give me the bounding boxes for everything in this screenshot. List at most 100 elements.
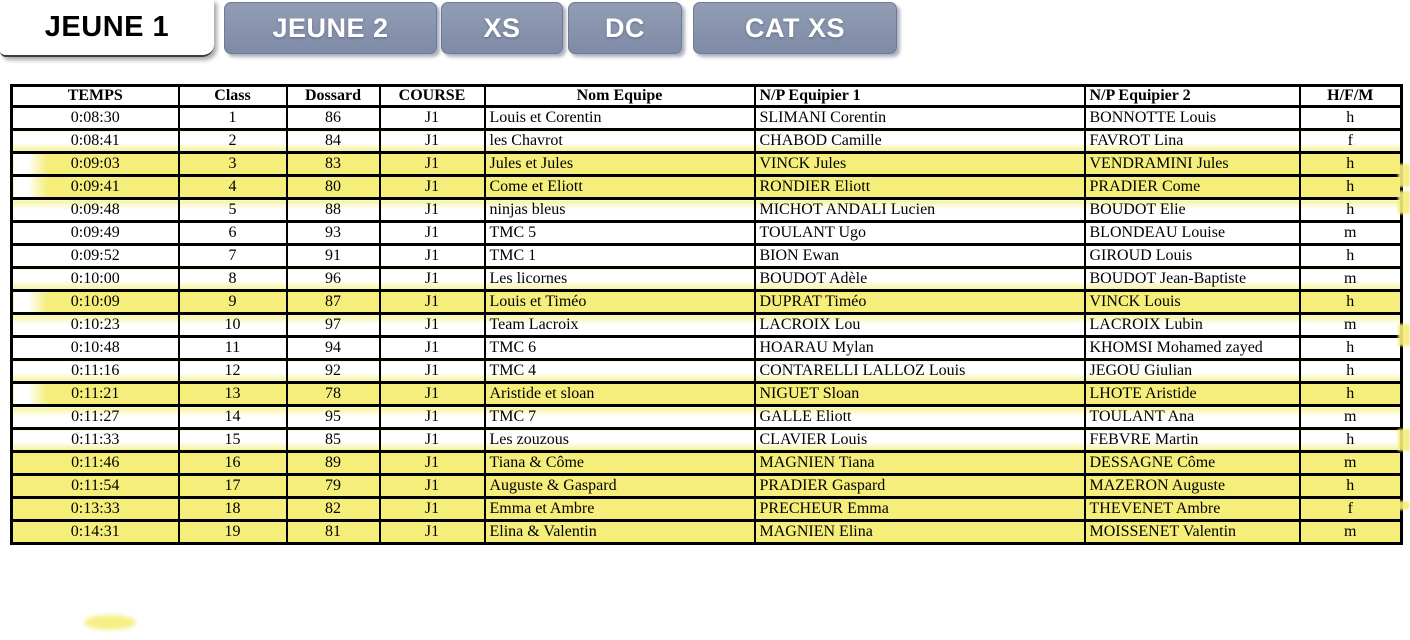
cell-hfm[interactable]: h [1298,335,1403,361]
cell-hfm[interactable]: m [1298,519,1403,545]
cell-temps[interactable]: 0:09:49 [10,220,180,246]
cell-course[interactable]: J1 [378,151,486,177]
cell-hfm[interactable]: h [1298,105,1403,131]
cell-hfm[interactable]: h [1298,358,1403,384]
cell-temps[interactable]: 0:11:21 [10,381,180,407]
cell-course[interactable]: J1 [378,381,486,407]
cell-equipier-2[interactable]: MAZERON Auguste [1083,473,1301,499]
cell-class[interactable]: 8 [177,266,288,292]
cell-nom-equipe[interactable]: TMC 6 [483,335,756,361]
cell-temps[interactable]: 0:14:31 [10,519,180,545]
cell-equipier-1[interactable]: TOULANT Ugo [753,220,1086,246]
cell-nom-equipe[interactable]: Tiana & Côme [483,450,756,476]
cell-temps[interactable]: 0:13:33 [10,496,180,522]
cell-equipier-2[interactable]: PRADIER Come [1083,174,1301,200]
cell-course[interactable]: J1 [378,519,486,545]
tab-dc[interactable]: DC [568,2,682,54]
cell-class[interactable]: 14 [177,404,288,430]
cell-nom-equipe[interactable]: Les licornes [483,266,756,292]
cell-dossard[interactable]: 83 [285,151,381,177]
cell-class[interactable]: 1 [177,105,288,131]
cell-hfm[interactable]: m [1298,312,1403,338]
header-class[interactable]: Class [177,84,288,108]
cell-course[interactable]: J1 [378,105,486,131]
cell-dossard[interactable]: 97 [285,312,381,338]
header-equipier-2[interactable]: N/P Equipier 2 [1083,84,1301,108]
cell-class[interactable]: 4 [177,174,288,200]
cell-nom-equipe[interactable]: TMC 5 [483,220,756,246]
cell-course[interactable]: J1 [378,266,486,292]
cell-hfm[interactable]: h [1298,427,1403,453]
header-dossard[interactable]: Dossard [285,84,381,108]
tab-cat-xs[interactable]: CAT XS [693,2,897,54]
cell-hfm[interactable]: h [1298,473,1403,499]
cell-course[interactable]: J1 [378,450,486,476]
cell-nom-equipe[interactable]: Aristide et sloan [483,381,756,407]
header-course[interactable]: COURSE [378,84,486,108]
cell-course[interactable]: J1 [378,496,486,522]
cell-temps[interactable]: 0:09:52 [10,243,180,269]
cell-dossard[interactable]: 89 [285,450,381,476]
cell-equipier-2[interactable]: FEBVRE Martin [1083,427,1301,453]
cell-temps[interactable]: 0:08:41 [10,128,180,154]
cell-class[interactable]: 12 [177,358,288,384]
cell-temps[interactable]: 0:11:46 [10,450,180,476]
cell-equipier-2[interactable]: DESSAGNE Côme [1083,450,1301,476]
cell-equipier-2[interactable]: LACROIX Lubin [1083,312,1301,338]
cell-equipier-1[interactable]: LACROIX Lou [753,312,1086,338]
cell-nom-equipe[interactable]: TMC 7 [483,404,756,430]
cell-equipier-2[interactable]: VENDRAMINI Jules [1083,151,1301,177]
cell-class[interactable]: 5 [177,197,288,223]
cell-hfm[interactable]: h [1298,289,1403,315]
cell-temps[interactable]: 0:10:23 [10,312,180,338]
cell-dossard[interactable]: 93 [285,220,381,246]
cell-equipier-2[interactable]: MOISSENET Valentin [1083,519,1301,545]
cell-hfm[interactable]: h [1298,243,1403,269]
cell-class[interactable]: 17 [177,473,288,499]
cell-equipier-2[interactable]: BOUDOT Jean-Baptiste [1083,266,1301,292]
tab-xs[interactable]: XS [441,2,563,54]
cell-course[interactable]: J1 [378,220,486,246]
cell-equipier-1[interactable]: CLAVIER Louis [753,427,1086,453]
cell-temps[interactable]: 0:10:09 [10,289,180,315]
cell-temps[interactable]: 0:09:48 [10,197,180,223]
cell-nom-equipe[interactable]: Elina & Valentin [483,519,756,545]
cell-dossard[interactable]: 96 [285,266,381,292]
cell-hfm[interactable]: f [1298,496,1403,522]
cell-hfm[interactable]: h [1298,197,1403,223]
cell-equipier-1[interactable]: NIGUET Sloan [753,381,1086,407]
cell-course[interactable]: J1 [378,404,486,430]
cell-nom-equipe[interactable]: les Chavrot [483,128,756,154]
cell-equipier-2[interactable]: FAVROT Lina [1083,128,1301,154]
cell-course[interactable]: J1 [378,335,486,361]
cell-class[interactable]: 9 [177,289,288,315]
cell-course[interactable]: J1 [378,243,486,269]
cell-equipier-1[interactable]: SLIMANI Corentin [753,105,1086,131]
cell-nom-equipe[interactable]: Come et Eliott [483,174,756,200]
cell-dossard[interactable]: 91 [285,243,381,269]
cell-class[interactable]: 13 [177,381,288,407]
cell-equipier-1[interactable]: CONTARELLI LALLOZ Louis [753,358,1086,384]
cell-dossard[interactable]: 88 [285,197,381,223]
cell-class[interactable]: 15 [177,427,288,453]
cell-temps[interactable]: 0:11:16 [10,358,180,384]
cell-course[interactable]: J1 [378,358,486,384]
cell-class[interactable]: 7 [177,243,288,269]
cell-nom-equipe[interactable]: Team Lacroix [483,312,756,338]
cell-nom-equipe[interactable]: Emma et Ambre [483,496,756,522]
cell-equipier-2[interactable]: TOULANT Ana [1083,404,1301,430]
cell-nom-equipe[interactable]: Louis et Corentin [483,105,756,131]
cell-equipier-1[interactable]: MICHOT ANDALI Lucien [753,197,1086,223]
header-hfm[interactable]: H/F/M [1298,84,1403,108]
cell-equipier-2[interactable]: LHOTE Aristide [1083,381,1301,407]
cell-equipier-1[interactable]: CHABOD Camille [753,128,1086,154]
cell-class[interactable]: 10 [177,312,288,338]
cell-equipier-1[interactable]: BOUDOT Adèle [753,266,1086,292]
cell-class[interactable]: 6 [177,220,288,246]
cell-nom-equipe[interactable]: Auguste & Gaspard [483,473,756,499]
cell-temps[interactable]: 0:08:30 [10,105,180,131]
cell-equipier-2[interactable]: BLONDEAU Louise [1083,220,1301,246]
cell-equipier-2[interactable]: KHOMSI Mohamed zayed [1083,335,1301,361]
cell-course[interactable]: J1 [378,197,486,223]
cell-class[interactable]: 11 [177,335,288,361]
